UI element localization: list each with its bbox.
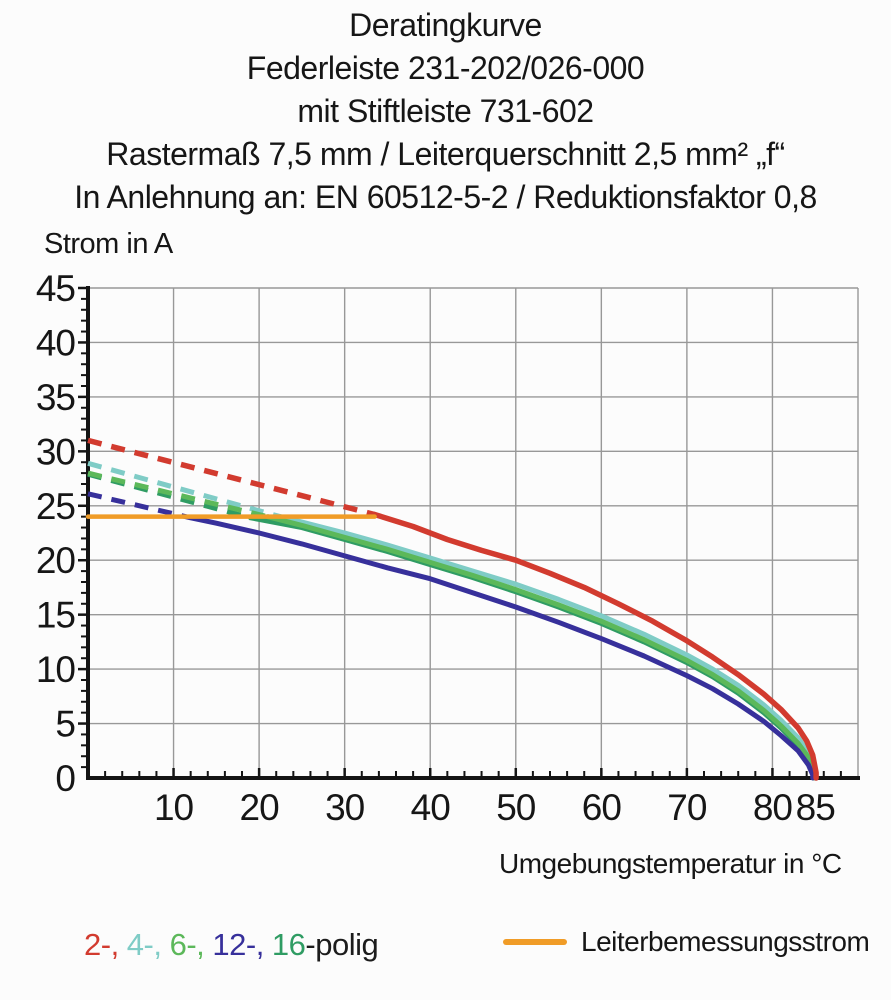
- x-tick-label: 85: [796, 787, 836, 828]
- y-tick-label: 0: [55, 758, 75, 799]
- legend-pole-segment: 12-,: [204, 927, 264, 962]
- y-tick-label: 15: [36, 595, 76, 636]
- x-tick-label: 40: [411, 787, 451, 828]
- y-tick-label: 40: [36, 322, 76, 363]
- x-axis-title: Umgebungstemperatur in °C: [499, 848, 842, 879]
- chart-title-block: Deratingkurve Federleiste 231-202/026-00…: [0, 4, 891, 219]
- curve-16-polig-solid: [248, 515, 816, 781]
- legend-pole-segment: 6-,: [161, 927, 205, 962]
- curve-4-polig-solid: [278, 514, 817, 781]
- y-tick-label: 45: [36, 268, 76, 309]
- legend-pole-counts: 2-, 4-, 6-, 12-, 16-polig: [84, 924, 379, 966]
- y-tick-label: 35: [36, 377, 76, 418]
- x-tick-label: 80: [753, 787, 793, 828]
- curve-6-polig-solid: [265, 514, 816, 781]
- curve-12-polig-dashed: [87, 491, 192, 521]
- legend-reference: Leiterbemessungsstrom: [503, 918, 870, 966]
- legend-pole-segment: 4-,: [118, 927, 162, 962]
- curve-2-polig-dashed: [87, 437, 376, 518]
- curve-2-polig-solid: [371, 511, 819, 781]
- curve-12-polig-solid: [188, 515, 816, 781]
- title-line-5: In Anlehnung an: EN 60512-5-2 / Reduktio…: [74, 179, 817, 215]
- x-tick-label: 10: [154, 787, 194, 828]
- y-tick-label: 5: [55, 704, 75, 745]
- legend-pole-segment: 16: [263, 927, 306, 962]
- y-tick-label: 30: [36, 431, 76, 472]
- x-tick-label: 50: [496, 787, 536, 828]
- title-line-3: mit Stiftleiste 731-602: [297, 93, 594, 129]
- x-tick-label: 30: [325, 787, 365, 828]
- y-tick-label: 25: [36, 486, 76, 527]
- y-tick-label: 20: [36, 540, 76, 581]
- title-line-4: Rastermaß 7,5 mm / Leiterquerschnitt 2,5…: [106, 136, 785, 172]
- y-tick-label: 10: [36, 649, 76, 690]
- curve-4-polig-dashed: [87, 460, 282, 520]
- x-tick-label: 70: [667, 787, 707, 828]
- legend-pole-segment: 2-,: [84, 927, 119, 962]
- reference-line-label: Leiterbemessungsstrom: [581, 926, 870, 957]
- x-tick-label: 60: [582, 787, 622, 828]
- x-tick-label: 20: [240, 787, 280, 828]
- curve-6-polig-dashed: [87, 470, 269, 520]
- y-axis-title: Strom in A: [44, 228, 173, 260]
- title-line-2: Federleiste 231-202/026-000: [246, 50, 645, 86]
- reference-line-swatch-icon: [503, 939, 567, 945]
- legend-pole-segment: -polig: [305, 927, 379, 962]
- title-line-1: Deratingkurve: [349, 7, 542, 43]
